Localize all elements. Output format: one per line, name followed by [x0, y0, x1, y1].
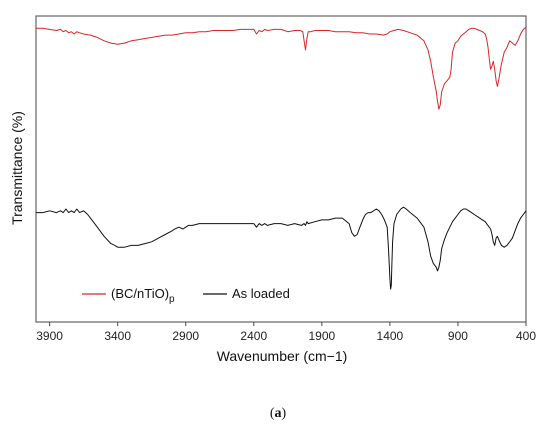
y-axis-title: Transmittance (%) [9, 111, 25, 225]
x-tick-label: 900 [448, 329, 468, 343]
figure-caption: (a) [270, 406, 287, 421]
series-line-as-loaded [36, 206, 527, 290]
x-tick-label: 3400 [104, 329, 131, 343]
x-axis-ticks: 3900 3400 2900 2400 1900 1400 900 400 [36, 322, 536, 343]
plot-area-frame [35, 15, 527, 323]
legend-label-bc-ntio-main: (BC/nTiO) [111, 286, 169, 301]
x-tick-label: 2900 [172, 329, 199, 343]
x-axis-title: Wavenumber (cm−1) [217, 348, 348, 364]
x-tick-label: 1900 [308, 329, 335, 343]
series-line-bc-ntio [36, 26, 527, 110]
legend: (BC/nTiO)p As loaded [82, 286, 290, 305]
x-tick-label: 1400 [377, 329, 404, 343]
legend-label-bc-ntio: (BC/nTiO)p [111, 286, 175, 305]
legend-label-as-loaded: As loaded [232, 286, 290, 301]
x-tick-label: 2400 [240, 329, 267, 343]
legend-label-bc-ntio-sub: p [169, 294, 175, 305]
x-tick-label: 400 [516, 329, 536, 343]
x-tick-label: 3900 [36, 329, 63, 343]
figure-caption-letter: a [275, 406, 282, 421]
series-layer [36, 26, 527, 290]
